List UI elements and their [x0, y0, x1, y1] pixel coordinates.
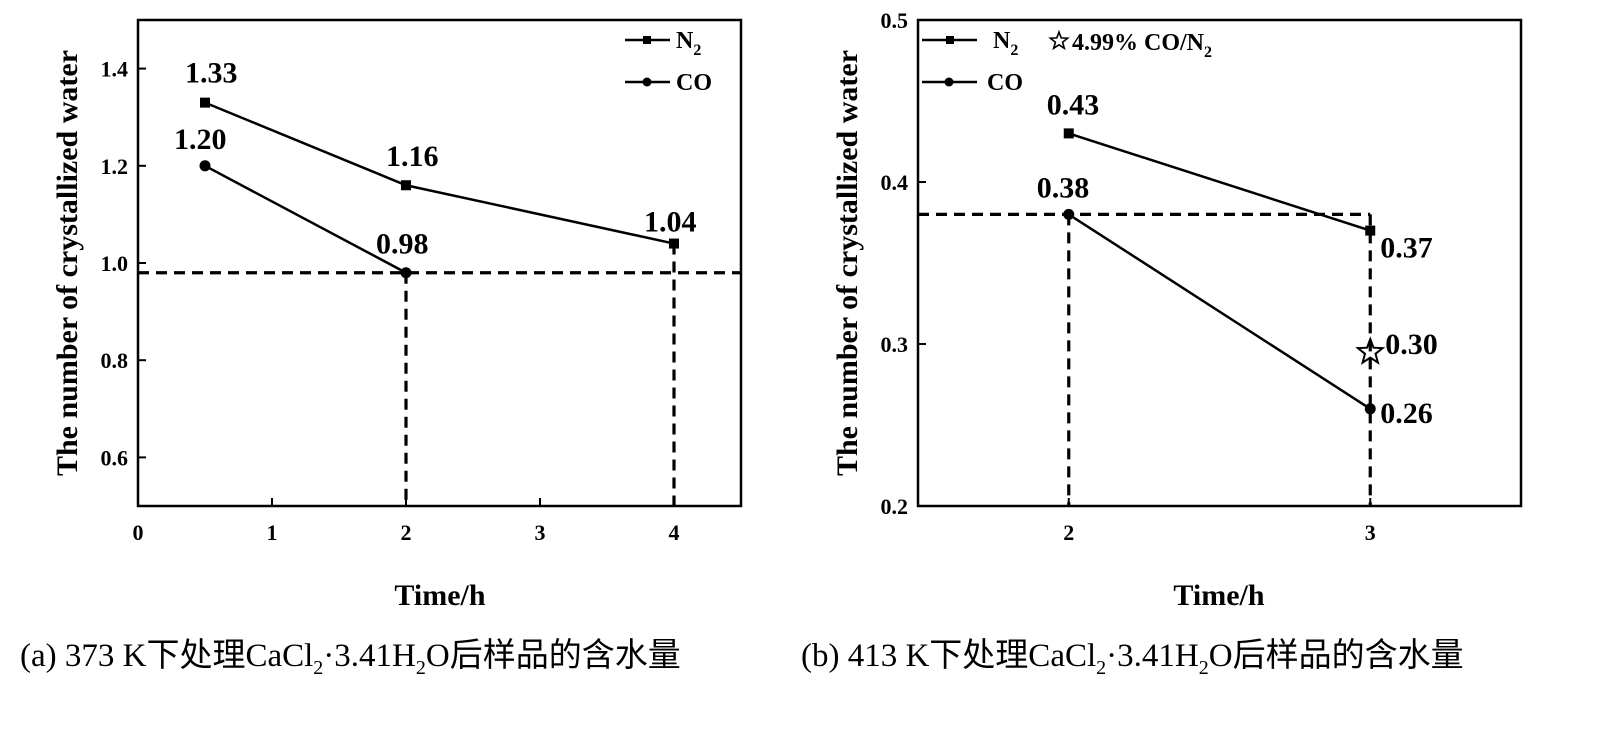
data-label: 0.26: [1380, 397, 1433, 430]
x-tick-label: 0: [133, 520, 144, 545]
panel-b-caption: (b) 413 K下处理CaCl2·3.41H2O后样品的含水量: [801, 637, 1464, 679]
legend-co-circle-marker: [642, 77, 652, 87]
data-point-square: [200, 97, 210, 108]
caption-a-part2: ·3.41H: [323, 638, 416, 674]
x-tick-label: 2: [401, 520, 412, 545]
panel-a-x-axis-title: Time/h: [394, 579, 485, 612]
x-tick-label: 1: [267, 520, 278, 545]
x-tick-label: 3: [1365, 520, 1376, 545]
y-tick-label: 1.0: [101, 251, 129, 276]
legend-co-label: CO: [676, 70, 712, 96]
panel-a-data-labels: 1.33 1.16 1.04 1.20 0.98: [174, 57, 697, 261]
panel-b-y-axis-title: The number of crystallized water: [831, 50, 864, 476]
y-tick-label: 0.5: [881, 8, 909, 33]
data-point-circle: [199, 160, 211, 172]
series-line-N2: [204, 101, 675, 245]
y-tick-label: 0.6: [101, 445, 129, 470]
panel-b-ticks: 2 3 0.2 0.3 0.4 0.5: [881, 8, 1376, 545]
panel-a-legend: N2 CO: [625, 28, 712, 96]
series-line-CO: [1068, 213, 1371, 410]
data-label: 0.98: [376, 228, 429, 261]
data-label: 1.20: [174, 123, 227, 156]
panel-b: 2 3 0.2 0.3 0.4 0.5 0.43 0.37 0.38 0.26 0.30 Time…: [801, 8, 1523, 679]
legend-co-circle-marker: [944, 77, 954, 87]
panel-b-reference-lines: [918, 212, 1372, 506]
y-tick-label: 0.4: [881, 170, 909, 195]
panel-a-series: [199, 97, 679, 279]
y-tick-label: 0.8: [101, 348, 129, 373]
legend-co-label: CO: [987, 70, 1023, 96]
panel-a-caption: (a) 373 K下处理CaCl2·3.41H2O后样品的含水量: [20, 637, 681, 679]
panel-a-plot-frame: [136, 18, 743, 508]
x-tick-label: 2: [1063, 520, 1074, 545]
data-point-star: [1355, 336, 1386, 365]
x-tick-label: 4: [669, 520, 680, 545]
panel-b-data-labels: 0.43 0.37 0.38 0.26 0.30: [1037, 88, 1438, 429]
panel-b-x-axis-title: Time/h: [1173, 579, 1264, 612]
legend-n2-text: N: [676, 28, 694, 54]
caption-b-part1: (b) 413 K下处理CaCl: [801, 637, 1096, 674]
legend-n2-square-marker: [946, 36, 954, 44]
caption-a-sub1: 2: [313, 657, 323, 679]
legend-star-text: 4.99% CO/N: [1072, 30, 1205, 56]
caption-a-sub2: 2: [416, 657, 426, 679]
data-label: 1.16: [386, 140, 439, 173]
legend-n2-subscript: 2: [1010, 42, 1018, 59]
series-line-CO: [204, 164, 407, 274]
data-point-square: [1063, 128, 1074, 139]
data-label: 0.37: [1380, 232, 1433, 265]
panel-b-plot-frame: [916, 18, 1523, 508]
data-label: 0.30: [1385, 328, 1438, 361]
caption-b-sub2: 2: [1199, 657, 1209, 679]
legend-star-subscript: 2: [1204, 44, 1212, 61]
caption-b-sub1: 2: [1096, 657, 1106, 679]
panel-a-ticks: 0 1 2 3 4 0.6 0.8 1.0 1.2 1.4: [101, 57, 680, 545]
data-point-circle: [1063, 208, 1075, 220]
legend-n2-square-marker: [643, 36, 651, 44]
data-point-circle: [1364, 403, 1376, 415]
data-label: 1.04: [644, 206, 697, 239]
y-tick-label: 0.3: [881, 332, 909, 357]
series-line-N2: [1068, 132, 1371, 232]
data-label: 1.33: [185, 57, 238, 90]
legend-star-marker: [1048, 29, 1070, 51]
panel-b-series: [1063, 128, 1386, 415]
panel-a-y-axis-title: The number of crystallized water: [51, 50, 84, 476]
legend-n2-subscript: 2: [693, 42, 701, 59]
x-tick-label: 3: [535, 520, 546, 545]
data-point-square: [1365, 225, 1376, 236]
data-point-square: [401, 180, 411, 191]
legend-n2-label: N2: [993, 28, 1018, 59]
y-tick-label: 0.2: [881, 494, 909, 519]
caption-b-part3: O后样品的含水量: [1209, 637, 1464, 674]
caption-b-part2: ·3.41H: [1106, 638, 1199, 674]
y-tick-label: 1.4: [101, 57, 129, 82]
legend-star-label: 4.99% CO/N2: [1072, 30, 1212, 61]
panel-a-reference-lines: [138, 243, 741, 506]
data-point-square: [669, 238, 679, 249]
legend-n2-text: N: [993, 28, 1011, 54]
legend-n2-label: N2: [676, 28, 701, 59]
panel-b-legend: N2 4.99% CO/N2 CO: [922, 28, 1212, 96]
y-tick-label: 1.2: [101, 154, 129, 179]
data-label: 0.43: [1047, 88, 1100, 121]
data-label: 0.38: [1037, 171, 1090, 204]
caption-a-part1: (a) 373 K下处理CaCl: [20, 637, 313, 674]
caption-a-part3: O后样品的含水量: [426, 637, 681, 674]
data-point-circle: [400, 267, 412, 279]
panel-a: 0 1 2 3 4 0.6 0.8 1.0 1.2 1.4 1.33 1.16 1.04 1.20 0.9…: [20, 18, 743, 679]
